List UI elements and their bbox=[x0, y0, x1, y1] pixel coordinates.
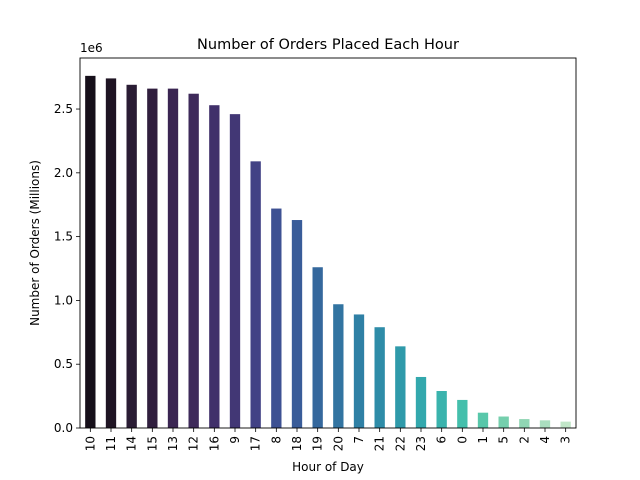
bar-hour-18 bbox=[291, 220, 303, 428]
y-tick-label: 2.5 bbox=[54, 102, 73, 116]
chart-title: Number of Orders Placed Each Hour bbox=[197, 37, 459, 53]
x-tick-label: 11 bbox=[104, 436, 118, 451]
x-tick-label: 14 bbox=[125, 436, 139, 451]
bar-hour-0 bbox=[457, 399, 468, 428]
x-tick-label: 23 bbox=[414, 436, 428, 451]
bar-hour-11 bbox=[105, 78, 117, 428]
x-tick-label: 4 bbox=[538, 436, 552, 444]
x-tick-label: 18 bbox=[290, 436, 304, 451]
x-tick-label: 21 bbox=[373, 436, 387, 451]
bar-hour-12 bbox=[188, 93, 199, 428]
bar-hour-16 bbox=[209, 105, 220, 429]
y-offset-label: 1e6 bbox=[80, 41, 103, 55]
x-tick-label: 20 bbox=[331, 436, 345, 451]
plot-frame bbox=[79, 57, 577, 429]
bar-hour-2 bbox=[519, 419, 530, 428]
bar-hour-7 bbox=[353, 314, 365, 428]
y-tick-label: 2.0 bbox=[54, 166, 73, 180]
bar-hour-1 bbox=[477, 412, 489, 428]
bar-hour-21 bbox=[374, 327, 385, 428]
x-tick-label: 3 bbox=[559, 436, 573, 444]
bar-hour-10 bbox=[85, 75, 96, 429]
x-tick-label: 10 bbox=[83, 436, 97, 451]
x-tick-label: 9 bbox=[228, 436, 242, 444]
x-tick-label: 19 bbox=[311, 436, 325, 451]
x-tick-label: 12 bbox=[187, 436, 201, 451]
bar-hour-8 bbox=[271, 208, 282, 428]
bar-hour-3 bbox=[560, 421, 571, 428]
x-tick-label: 1 bbox=[476, 436, 490, 444]
x-tick-label: 7 bbox=[352, 436, 366, 444]
bar-hour-15 bbox=[147, 88, 158, 429]
x-axis: 10 11 14 15 13 12 16 9 17 8 18 19 20 7 21 22 23 6 0 1 5 2 4 3 bbox=[83, 428, 573, 451]
bar-hour-23 bbox=[415, 376, 427, 428]
x-tick-label: 8 bbox=[269, 436, 283, 444]
x-tick-label: 22 bbox=[393, 436, 407, 451]
x-tick-label: 15 bbox=[145, 436, 159, 451]
x-tick-label: 0 bbox=[455, 436, 469, 444]
y-axis: 0.0 0.5 1.0 1.5 2.0 2.5 bbox=[54, 102, 80, 435]
bar-hour-20 bbox=[333, 304, 344, 428]
bar-hour-17 bbox=[250, 161, 261, 428]
bar-hour-4 bbox=[539, 420, 551, 428]
bar-hour-5 bbox=[498, 416, 509, 428]
y-tick-label: 0.0 bbox=[54, 421, 73, 435]
bar-hour-6 bbox=[436, 391, 447, 428]
bar-hour-14 bbox=[126, 84, 137, 428]
bar-hour-13 bbox=[167, 88, 179, 429]
x-tick-label: 17 bbox=[249, 436, 263, 451]
bars-group bbox=[85, 75, 571, 429]
y-tick-label: 1.5 bbox=[54, 230, 73, 244]
bar-hour-22 bbox=[395, 346, 406, 428]
x-tick-label: 16 bbox=[207, 436, 221, 451]
bar-hour-9 bbox=[229, 114, 241, 428]
y-tick-label: 0.5 bbox=[54, 357, 73, 371]
y-tick-label: 1.0 bbox=[54, 293, 73, 307]
x-tick-label: 6 bbox=[435, 436, 449, 444]
x-tick-label: 2 bbox=[517, 436, 531, 444]
bar-hour-19 bbox=[312, 267, 323, 428]
x-tick-label: 13 bbox=[166, 436, 180, 451]
x-tick-label: 5 bbox=[497, 436, 511, 444]
y-axis-label: Number of Orders (Millions) bbox=[28, 160, 42, 326]
x-axis-label: Hour of Day bbox=[292, 460, 364, 474]
